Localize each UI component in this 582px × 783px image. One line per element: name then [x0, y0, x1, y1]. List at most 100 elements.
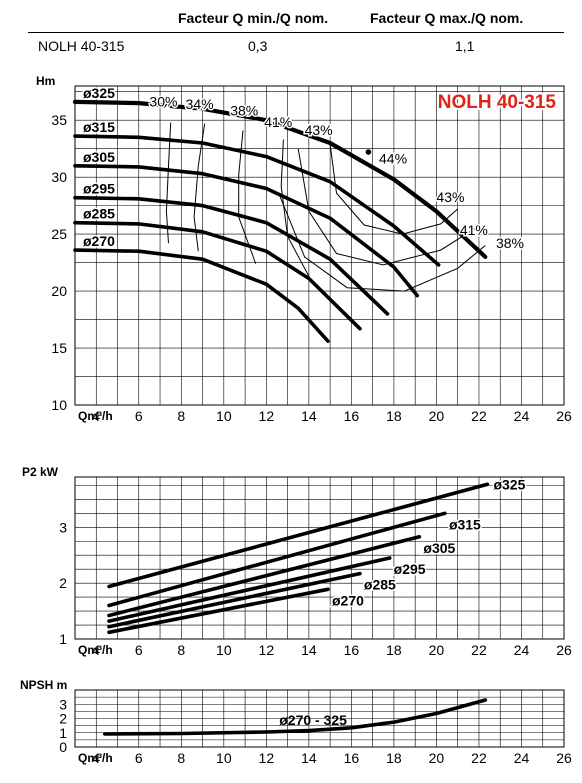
power-series-line	[107, 556, 392, 623]
power-x-tick-label: 10	[216, 642, 232, 658]
head-series-line	[73, 164, 420, 298]
head-series-line	[73, 248, 330, 344]
head-y-tick-label: 30	[51, 169, 67, 185]
power-y-tick-label: 1	[59, 631, 67, 647]
power-series-label: ø270	[332, 592, 364, 608]
head-y-tick-label: 25	[51, 226, 67, 242]
power-x-tick-label: 6	[135, 642, 143, 658]
power-series-label: ø305	[423, 540, 455, 556]
head-efficiency-label: 43%	[305, 122, 333, 138]
head-series-label: ø305	[83, 149, 115, 165]
power-x-tick-label: 22	[471, 642, 487, 658]
power-x-tick-label: 14	[301, 642, 317, 658]
power-series-line	[107, 571, 362, 629]
head-efficiency-curve	[278, 194, 486, 292]
head-series-line	[73, 134, 441, 267]
npsh-x-tick-label: 12	[259, 750, 275, 766]
head-y-tick-label: 35	[51, 112, 67, 128]
power-x-tick-label: 20	[429, 642, 445, 658]
head-series-label: ø315	[83, 119, 115, 135]
power-x-tick-label: 12	[259, 642, 275, 658]
npsh-x-tick-label: 4	[92, 750, 100, 766]
head-x-tick-label: 22	[471, 408, 487, 424]
npsh-x-tick-label: 26	[556, 750, 572, 766]
head-chart-title: NOLH 40-315	[438, 92, 557, 113]
power-y-tick-label: 2	[59, 575, 67, 591]
head-x-tick-label: 12	[259, 408, 275, 424]
power-series-label: ø295	[394, 561, 426, 577]
head-series-line	[73, 195, 390, 316]
head-series-label: ø295	[83, 181, 115, 197]
head-y-axis-label: Hm	[36, 74, 55, 88]
head-x-tick-label: 8	[177, 408, 185, 424]
head-x-tick-label: 10	[216, 408, 232, 424]
npsh-x-tick-label: 10	[216, 750, 232, 766]
npsh-y-tick-label: 2	[59, 711, 67, 727]
power-series-label: ø285	[364, 577, 396, 593]
power-series-line	[107, 482, 490, 589]
head-x-tick-label: 20	[429, 408, 445, 424]
power-x-tick-label: 4	[92, 642, 100, 658]
npsh-x-tick-label: 16	[344, 750, 360, 766]
head-efficiency-curve	[238, 130, 257, 264]
head-x-tick-label: 16	[344, 408, 360, 424]
power-y-tick-label: 3	[59, 519, 67, 535]
power-series-label: ø315	[449, 516, 481, 532]
model-cell: NOLH 40-315	[38, 38, 125, 54]
head-efficiency-label: 44%	[379, 150, 407, 166]
power-x-tick-label: 24	[514, 642, 530, 658]
head-x-axis-label: Qm³/h	[78, 409, 113, 423]
npsh-x-tick-label: 20	[429, 750, 445, 766]
head-efficiency-curve	[165, 122, 172, 244]
qmin-value-cell: 0,3	[248, 38, 268, 54]
npsh-y-axis-label: NPSH m	[20, 678, 67, 692]
table-separator	[28, 32, 564, 33]
head-efficiency-curve	[297, 148, 478, 266]
head-series-line	[72, 99, 488, 259]
head-efficiency-curve	[329, 144, 459, 235]
head-series-label: ø270	[83, 233, 115, 249]
npsh-x-tick-label: 22	[471, 750, 487, 766]
head-bep-marker	[365, 149, 372, 155]
npsh-x-tick-label: 14	[301, 750, 317, 766]
qmax-factor-header: Facteur Q max./Q nom.	[370, 10, 524, 26]
power-x-tick-label: 26	[556, 642, 572, 658]
power-series-line	[107, 534, 422, 618]
power-x-tick-label: 8	[177, 642, 185, 658]
npsh-x-tick-label: 8	[177, 750, 185, 766]
head-efficiency-label: 30%	[149, 94, 177, 110]
npsh-x-tick-label: 18	[386, 750, 402, 766]
power-y-axis-label: P2 kW	[22, 465, 59, 479]
power-x-axis-label: Qm³/h	[78, 643, 113, 657]
head-x-tick-label: 26	[556, 408, 572, 424]
head-efficiency-label: 38%	[496, 235, 524, 251]
head-x-tick-label: 24	[514, 408, 530, 424]
head-efficiency-curve	[280, 139, 314, 285]
head-efficiency-label: 38%	[230, 103, 258, 119]
npsh-series-line	[103, 698, 488, 736]
head-plot-frame	[74, 85, 565, 406]
head-efficiency-label: 41%	[460, 222, 488, 238]
head-x-tick-label: 6	[135, 408, 143, 424]
npsh-x-tick-label: 6	[135, 750, 143, 766]
power-x-tick-label: 16	[344, 642, 360, 658]
npsh-x-tick-label: 24	[514, 750, 530, 766]
head-x-tick-label: 14	[301, 408, 317, 424]
npsh-x-axis-label: Qm³/h	[78, 751, 113, 765]
head-x-tick-label: 18	[386, 408, 402, 424]
head-efficiency-label: 41%	[264, 114, 292, 130]
head-efficiency-label: 34%	[186, 96, 214, 112]
npsh-y-tick-label: 0	[59, 739, 67, 755]
npsh-series-label: ø270 - 325	[279, 712, 347, 728]
head-series-label: ø325	[83, 85, 115, 101]
power-plot-frame	[74, 476, 565, 640]
head-y-tick-label: 10	[51, 397, 67, 413]
head-efficiency-label: 43%	[436, 189, 464, 205]
head-series-label: ø285	[83, 206, 115, 222]
qmax-value-cell: 1,1	[455, 38, 475, 54]
head-efficiency-curve	[193, 123, 206, 252]
npsh-y-tick-label: 1	[59, 725, 67, 741]
qmin-factor-header: Facteur Q min./Q nom.	[178, 10, 329, 26]
power-series-line	[107, 511, 447, 608]
